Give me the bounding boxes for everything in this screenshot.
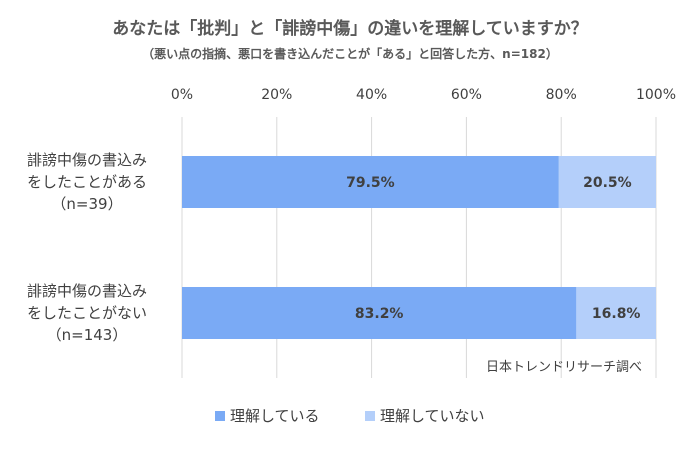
x-tick-label-2: 40% xyxy=(356,87,387,103)
bar-segment-0-0 xyxy=(182,156,559,208)
legend-swatch-1 xyxy=(365,411,375,421)
chart-subtitle: （悪い点の指摘、悪口を書き込んだことが「ある」と回答した方、n=182） xyxy=(142,46,558,61)
legend-swatch-0 xyxy=(215,411,225,421)
bar-segment-1-1 xyxy=(576,287,656,339)
x-tick-label-1: 20% xyxy=(261,87,292,103)
legend: 理解している 理解していない xyxy=(215,407,485,425)
x-tick-label-3: 60% xyxy=(451,87,482,103)
bar-segment-0-1 xyxy=(558,156,656,208)
legend-label-1: 理解していない xyxy=(380,407,485,425)
bar-data-label-0-0: 79.5% xyxy=(346,175,395,191)
bar-segment-1-0 xyxy=(182,287,577,339)
source-note: 日本トレンドリサーチ調べ xyxy=(486,360,642,375)
chart-title: あなたは「批判」と「誹謗中傷」の違いを理解していますか？ xyxy=(112,18,588,39)
category-label-1-line-0: 誹謗中傷の書込み xyxy=(27,282,147,300)
category-label-0-line-0: 誹謗中傷の書込み xyxy=(27,151,147,169)
x-axis-tick-labels: 0% 20% 40% 60% 80% 100% xyxy=(171,87,676,103)
x-tick-label-4: 80% xyxy=(546,87,577,103)
bars: 79.5% 20.5% 83.2% 16.8% xyxy=(182,156,656,339)
category-label-0-line-2: （n=39） xyxy=(51,195,122,213)
category-label-0-line-1: をしたことがある xyxy=(27,173,147,191)
x-tick-label-0: 0% xyxy=(171,87,193,103)
category-label-1-line-2: （n=143） xyxy=(47,326,128,344)
bar-data-label-1-1: 16.8% xyxy=(592,306,641,322)
legend-label-0: 理解している xyxy=(230,407,320,425)
category-label-1-line-1: をしたことがない xyxy=(27,304,147,322)
bar-data-label-1-0: 83.2% xyxy=(355,306,404,322)
x-tick-label-5: 100% xyxy=(636,87,676,103)
bar-data-label-0-1: 20.5% xyxy=(583,175,632,191)
